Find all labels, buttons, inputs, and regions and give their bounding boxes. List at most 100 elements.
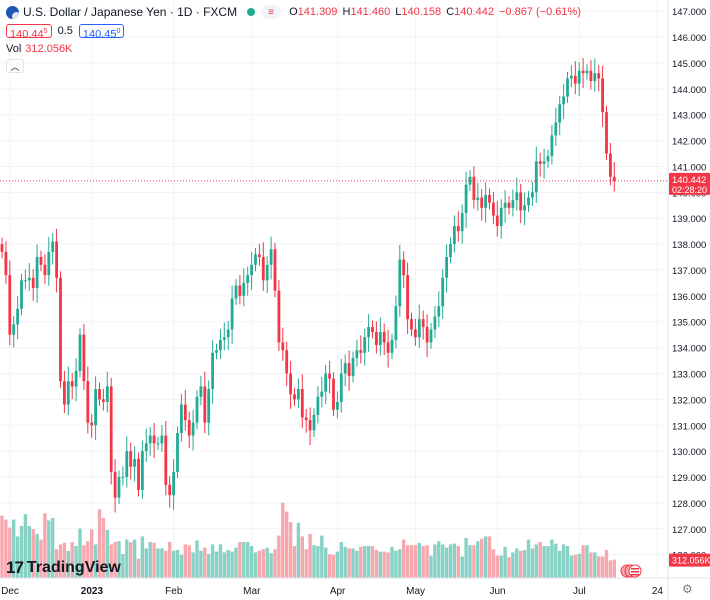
volume-bar: [390, 546, 394, 578]
candle-body: [172, 471, 175, 496]
volume-bar: [530, 548, 535, 578]
volume-bar: [140, 536, 145, 578]
volume-bar: [347, 548, 351, 578]
collapse-legend-button[interactable]: ︿: [6, 59, 24, 73]
candle-body: [176, 433, 179, 472]
volume-bar: [452, 543, 457, 578]
candle-body: [410, 319, 413, 330]
candle-body: [538, 161, 542, 164]
volume-bar: [187, 545, 191, 578]
volume-bar: [109, 544, 113, 578]
volume-legend[interactable]: Vol 312.056K: [6, 43, 72, 55]
volume-bar: [511, 552, 515, 578]
volume-bar: [160, 548, 164, 578]
candle-body: [359, 350, 363, 353]
volume-bar: [168, 542, 172, 578]
symbol-title[interactable]: U.S. Dollar / Japanese Yen · 1D · FXCM: [23, 5, 238, 19]
candle-body: [554, 122, 558, 136]
candle-body: [492, 202, 495, 216]
candle-body: [43, 264, 47, 276]
volume-bar: [320, 535, 324, 578]
candle-body: [367, 326, 370, 338]
volume-bar: [117, 541, 121, 578]
candle-body: [406, 275, 409, 320]
price-tick-label: 136.000: [672, 292, 706, 303]
close-label: C: [446, 6, 455, 18]
candle-body: [570, 75, 573, 79]
candle-body: [425, 326, 429, 343]
candle-body: [211, 352, 214, 390]
volume-bar: [210, 544, 215, 578]
candle-body: [152, 435, 156, 444]
volume-bar: [421, 546, 425, 578]
candle-body: [300, 389, 304, 418]
volume-bar: [561, 544, 566, 578]
volume-bar: [608, 560, 613, 578]
indicator-dropdown-button[interactable]: ≡: [261, 5, 282, 19]
volume-bar: [70, 542, 74, 578]
volume-bar: [156, 548, 160, 578]
candle-body: [589, 70, 593, 82]
price-tick-label: 127.000: [672, 525, 706, 536]
volume-bar: [585, 545, 589, 578]
price-tick-label: 134.000: [672, 344, 706, 355]
volume-bar: [538, 542, 542, 578]
volume-bar: [487, 536, 492, 578]
price-tick-label: 132.000: [672, 395, 706, 406]
candle-body: [39, 257, 43, 265]
volume-bar: [409, 545, 414, 578]
time-tick-label: Mar: [243, 586, 261, 597]
volume-bar: [308, 534, 312, 578]
candle-body: [433, 316, 437, 330]
buy-button[interactable]: 140.450: [78, 24, 125, 40]
volume-bar: [573, 554, 577, 578]
countdown-text: 02:28:20: [672, 185, 707, 195]
candle-body: [523, 205, 526, 211]
volume-bar: [522, 550, 527, 578]
volume-bar: [304, 549, 308, 578]
candle-body: [573, 75, 577, 84]
candle-body: [168, 484, 172, 496]
candle-body: [117, 477, 121, 498]
candle-body: [339, 373, 343, 402]
volume-bar: [366, 546, 371, 578]
symbol-block[interactable]: U.S. Dollar / Japanese Yen · 1D · FXCM: [6, 5, 237, 19]
price-tick-label: 139.000: [672, 214, 706, 225]
candle-body: [51, 241, 55, 252]
volume-bar: [600, 556, 605, 578]
candle-body: [515, 192, 519, 201]
volume-bar: [277, 535, 281, 578]
candle-body: [417, 319, 421, 338]
volume-bar: [238, 542, 242, 578]
candle-body: [531, 192, 534, 198]
volume-bar: [324, 547, 328, 578]
tradingview-logo[interactable]: 17 TradingView: [6, 558, 121, 578]
candle-body: [577, 70, 581, 84]
price-tick-label: 143.000: [672, 111, 706, 122]
volume-bar: [62, 542, 67, 578]
volume-bar: [386, 552, 390, 578]
volume-bar: [171, 550, 176, 578]
volume-bar: [74, 546, 78, 578]
volume-bar: [195, 540, 199, 578]
sell-button[interactable]: 140.445: [6, 24, 52, 40]
gear-icon[interactable]: ⚙: [682, 582, 693, 596]
candle-body: [453, 225, 456, 245]
candle-body: [421, 319, 425, 327]
volume-bar: [261, 549, 265, 578]
candle-body: [254, 254, 257, 265]
us-flag-stack-icon[interactable]: [620, 564, 642, 578]
candle-body: [265, 264, 269, 281]
candle-body: [277, 290, 281, 343]
candle-body: [476, 197, 480, 201]
candle-body: [402, 259, 406, 276]
candle-body: [585, 70, 589, 74]
volume-bar: [577, 554, 581, 578]
volume-bar: [90, 529, 94, 578]
volume-bar: [39, 539, 43, 578]
candle-body: [230, 298, 234, 330]
volume-bar: [495, 555, 499, 578]
volume-bar: [612, 559, 616, 578]
